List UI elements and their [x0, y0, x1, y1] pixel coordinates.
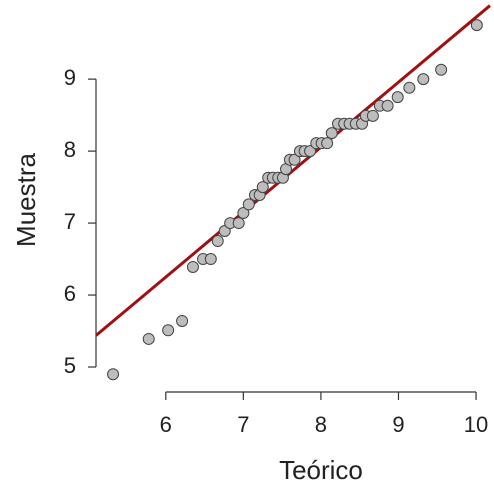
- point: [107, 368, 120, 381]
- point: [176, 314, 189, 327]
- point: [232, 217, 245, 230]
- x-tick-label: 9: [392, 412, 404, 437]
- point: [204, 253, 217, 266]
- point: [256, 181, 269, 194]
- point: [162, 324, 175, 337]
- y-tick-label: 7: [64, 209, 76, 234]
- point: [381, 99, 394, 112]
- reference-line: [96, 4, 491, 337]
- point: [391, 91, 404, 104]
- x-tick-label: 8: [315, 412, 327, 437]
- point: [288, 153, 301, 166]
- y-axis-title: Muestra: [11, 153, 41, 247]
- point: [142, 332, 155, 345]
- y-tick-label: 5: [64, 353, 76, 378]
- x-axis-title: Teórico: [279, 455, 363, 485]
- point: [435, 63, 448, 76]
- point: [366, 109, 379, 122]
- x-tick-label: 10: [464, 412, 488, 437]
- point: [211, 235, 224, 248]
- y-tick-label: 8: [64, 137, 76, 162]
- point: [321, 137, 334, 150]
- x-tick-label: 6: [160, 412, 172, 437]
- point: [403, 81, 416, 94]
- point: [186, 260, 199, 273]
- x-tick-label: 7: [237, 412, 249, 437]
- point: [242, 198, 255, 211]
- y-tick-label: 6: [64, 281, 76, 306]
- point: [325, 127, 338, 140]
- y-tick-label: 9: [64, 65, 76, 90]
- point: [417, 73, 430, 86]
- point: [304, 145, 317, 158]
- point: [237, 206, 250, 219]
- point: [470, 19, 483, 32]
